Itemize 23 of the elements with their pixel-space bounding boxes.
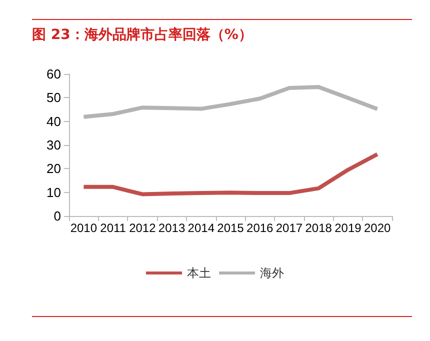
x-tick-label: 2012 [129,221,156,235]
x-tick-label: 2010 [70,221,98,235]
x-tick-label: 2016 [246,221,274,235]
x-tick-label: 2014 [188,221,215,235]
y-tick-label: 30 [46,138,61,152]
x-tick-label: 2013 [158,221,186,235]
y-tick-label: 20 [46,161,61,176]
x-tick-label: 2018 [305,221,332,235]
y-tick-label: 40 [46,114,61,129]
y-tick-label: 50 [46,90,61,106]
x-tick-label: 2019 [334,221,362,235]
x-tick-label: 2011 [100,221,126,235]
line-series [82,85,380,119]
y-tick-label: 60 [46,66,61,82]
x-tick-label: 2015 [217,221,244,235]
x-tick-label: 2017 [276,221,303,235]
line-series [82,152,380,196]
y-tick-label: 10 [46,184,61,200]
chart-title: 图 23：海外品牌市占率回落（%） [32,19,412,44]
y-tick-label: 0 [54,208,61,224]
x-tick-label: 2020 [364,221,391,235]
legend-label: 海外 [260,266,284,280]
legend-label: 本土 [187,266,211,280]
